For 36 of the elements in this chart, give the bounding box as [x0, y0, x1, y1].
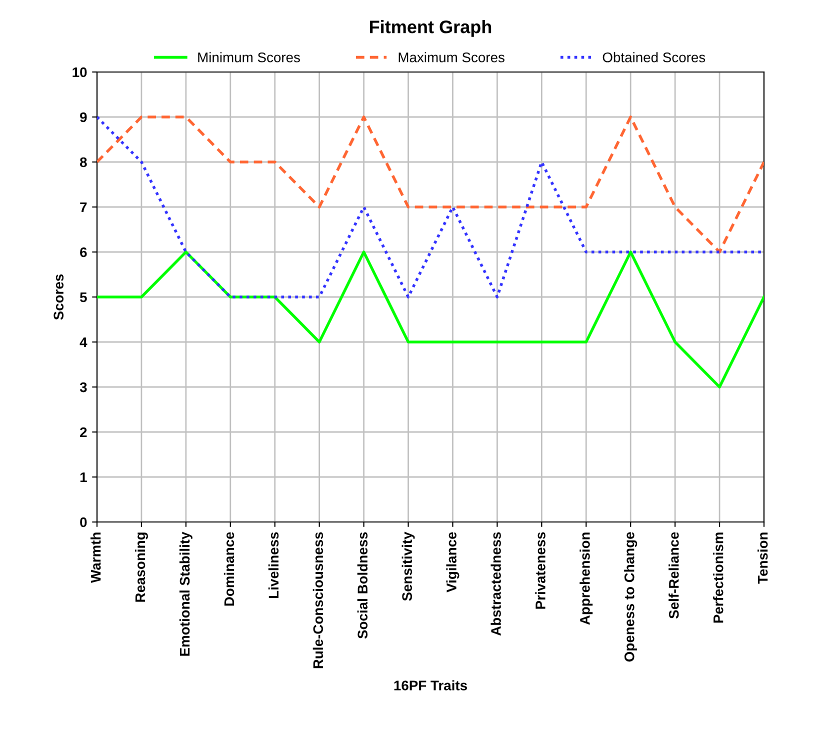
legend-label: Maximum Scores [398, 52, 504, 62]
legend-label: Minimum Scores [198, 52, 300, 62]
line-series [97, 116, 764, 298]
x-tick-label: Apprehension [580, 532, 593, 625]
x-tick-label: Vigilance [446, 532, 460, 592]
x-tick-label: Rule-Consciousness [312, 532, 324, 668]
y-tick-label: 4 [80, 337, 88, 348]
x-tick-label: Tension [758, 532, 768, 584]
y-tick-label: 8 [80, 157, 87, 168]
y-tick-label: 10 [72, 67, 87, 78]
y-tick-label: 2 [80, 427, 87, 438]
x-tick-label: Perfectionism [713, 532, 724, 623]
x-tick-label: Abstractedness [490, 532, 501, 636]
y-tick-label: 5 [80, 292, 87, 302]
legend-label: Obtained Scores [602, 52, 706, 62]
x-tick-label: Sensitivity [402, 532, 415, 601]
x-tick-label: Warmth [90, 532, 101, 583]
y-tick-label: 6 [80, 247, 87, 258]
chart-title: Fitment Graph [370, 20, 492, 37]
x-tick-label: Emotional Stability [179, 532, 192, 656]
y-tick-label: 0 [80, 517, 87, 528]
x-tick-label: Liveliness [268, 532, 279, 598]
y-tick-label: 1 [80, 472, 87, 482]
y-tick-label: 7 [80, 202, 87, 212]
x-tick-label: Openess to Change [624, 532, 638, 662]
x-tick-label: Reasoning [134, 532, 148, 602]
x-tick-label: Self-Reliance [668, 532, 679, 619]
line-series [97, 250, 764, 388]
y-tick-label: 3 [80, 382, 87, 392]
y-tick-label: 9 [80, 112, 87, 122]
x-tick-label: Social Boldness [357, 532, 368, 639]
x-axis-title: 16PF Traits [394, 680, 467, 690]
x-tick-label: Privateness [535, 532, 546, 609]
x-tick-label: Dominance [224, 532, 234, 606]
line-series [97, 116, 764, 254]
y-axis-title: Scores [54, 274, 64, 320]
